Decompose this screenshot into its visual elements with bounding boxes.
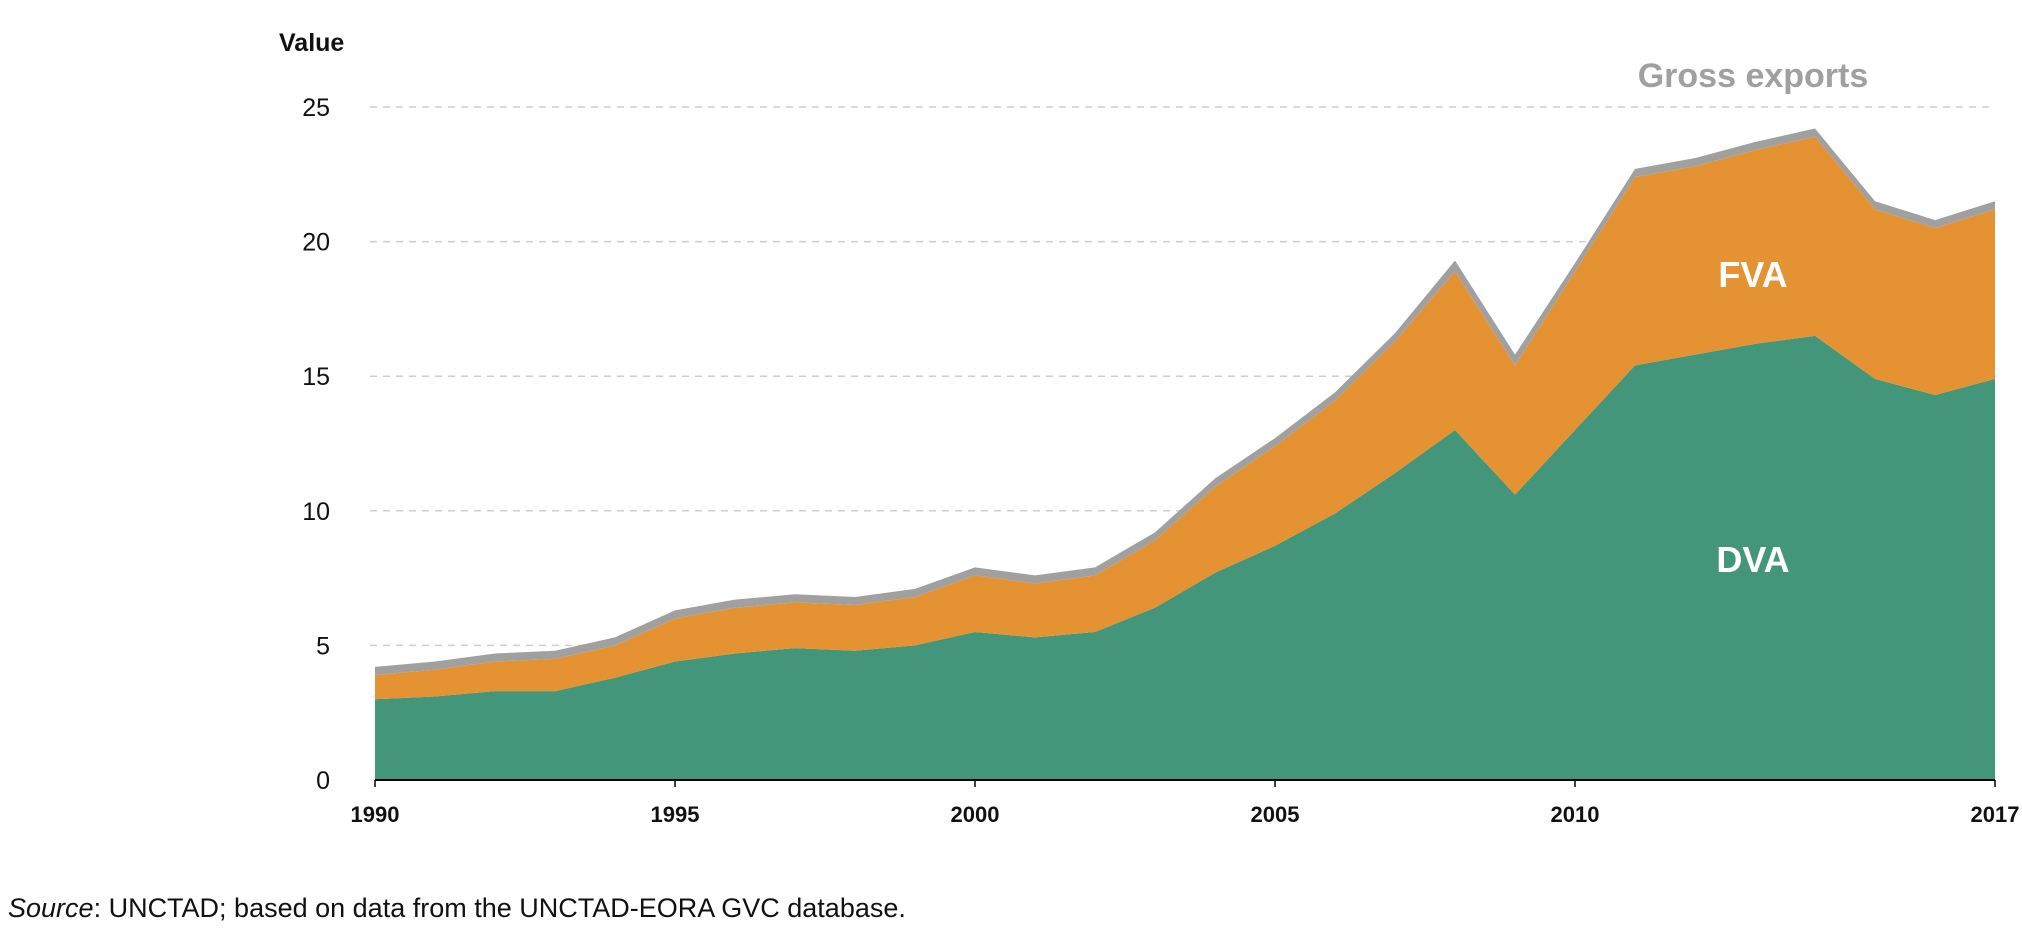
label-fva: FVA: [1718, 254, 1787, 295]
source-text: : UNCTAD; based on data from the UNCTAD-…: [93, 893, 906, 923]
x-tick-label: 2000: [951, 802, 1000, 827]
label-gross-exports: Gross exports: [1638, 57, 1869, 95]
source-note: Source: UNCTAD; based on data from the U…: [8, 893, 906, 924]
y-tick-label: 15: [302, 363, 330, 391]
stacked-area-chart: 0 5 10 15 20 25 1990 1995 2000 2005 2010 2017 Value…: [279, 29, 2019, 827]
area-fva: [375, 136, 1995, 700]
x-tick-label: 1995: [651, 802, 700, 827]
y-tick-label: 10: [302, 498, 330, 526]
source-prefix: Source: [8, 893, 94, 923]
label-dva: DVA: [1716, 539, 1789, 580]
y-axis-title: Value: [279, 29, 344, 57]
x-tick-label: 1990: [351, 802, 400, 827]
y-tick-label: 20: [302, 229, 330, 257]
area-layer: [375, 128, 1995, 780]
x-tick-label: 2017: [1971, 802, 2020, 827]
x-tick-label: 2005: [1251, 802, 1300, 827]
axes: 0 5 10 15 20 25 1990 1995 2000 2005 2010 2017: [302, 94, 2019, 827]
y-tick-label: 0: [316, 767, 330, 795]
y-tick-label: 5: [316, 632, 330, 660]
y-tick-label: 25: [302, 94, 330, 122]
area-dva: [375, 335, 1995, 780]
x-tick-label: 2010: [1551, 802, 1600, 827]
series-labels: Gross exports FVA DVA: [1638, 57, 1869, 580]
